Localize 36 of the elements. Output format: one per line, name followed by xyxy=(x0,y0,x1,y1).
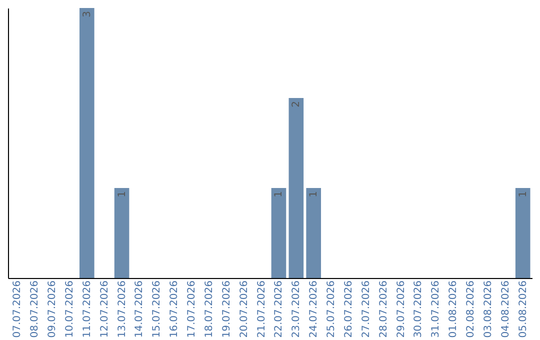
data-label: 3 xyxy=(82,11,93,18)
x-tick-label: 12.07.2026 xyxy=(99,280,110,338)
x-tick-label: 30.07.2026 xyxy=(413,280,424,338)
x-tick-label: 08.07.2026 xyxy=(30,280,41,338)
data-label: 1 xyxy=(116,191,128,198)
x-tick-label: 10.07.2026 xyxy=(64,280,76,338)
x-tick-label: 22.07.2026 xyxy=(274,280,285,338)
x-tick-label: 01.08.2026 xyxy=(448,280,460,338)
x-tick-label: 23.07.2026 xyxy=(291,280,302,338)
x-tick-label: 16.07.2026 xyxy=(169,280,180,338)
x-tick-label: 25.07.2026 xyxy=(326,280,338,338)
data-label: 1 xyxy=(518,191,529,198)
x-tick-label: 17.07.2026 xyxy=(186,280,198,338)
x-tick-label: 24.07.2026 xyxy=(308,280,320,338)
x-tick-label: 03.08.2026 xyxy=(482,280,494,338)
x-tick-label: 14.07.2026 xyxy=(134,280,146,338)
x-tick-label: 19.07.2026 xyxy=(221,280,232,338)
data-label: 1 xyxy=(274,191,285,198)
x-tick-label: 18.07.2026 xyxy=(204,280,215,338)
x-tick-label: 15.07.2026 xyxy=(152,280,163,338)
x-tick-label: 07.07.2026 xyxy=(12,280,24,338)
x-tick-label: 21.07.2026 xyxy=(256,280,268,338)
x-tick-label: 13.07.2026 xyxy=(116,280,128,338)
data-label: 2 xyxy=(291,101,302,108)
x-tick-label: 31.07.2026 xyxy=(430,280,442,338)
x-tick-label: 11.07.2026 xyxy=(82,280,93,338)
x-tick-label: 05.08.2026 xyxy=(518,280,529,338)
x-tick-label: 29.07.2026 xyxy=(396,280,407,338)
x-tick-label: 20.07.2026 xyxy=(238,280,250,338)
x-tick-label: 09.07.2026 xyxy=(47,280,58,338)
x-tick-label: 04.08.2026 xyxy=(500,280,512,338)
x-tick-label: 02.08.2026 xyxy=(466,280,477,338)
x-tick-label: 26.07.2026 xyxy=(343,280,354,338)
data-label: 1 xyxy=(308,191,320,198)
x-tick-label: 27.07.2026 xyxy=(360,280,372,338)
x-tick-label: 28.07.2026 xyxy=(378,280,390,338)
